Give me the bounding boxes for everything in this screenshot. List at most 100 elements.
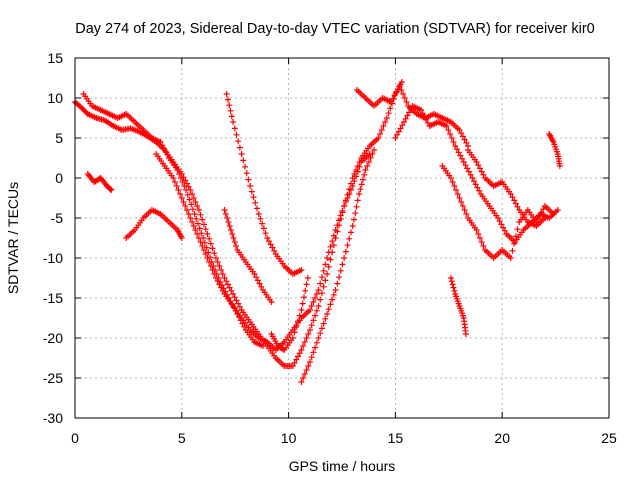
- data-point: [298, 379, 305, 385]
- data-point: [367, 155, 374, 161]
- data-point: [233, 243, 240, 249]
- y-tick-label: 10: [47, 90, 63, 106]
- data-point: [334, 280, 341, 287]
- data-point: [511, 240, 518, 247]
- data-point: [223, 278, 230, 285]
- data-point: [400, 91, 407, 97]
- data-point: [406, 109, 413, 116]
- data-point: [195, 235, 202, 241]
- series-trace-e: [223, 91, 305, 277]
- data-point: [455, 149, 462, 156]
- data-point: [299, 300, 306, 307]
- data-point: [324, 255, 331, 261]
- data-point: [325, 263, 332, 270]
- data-point: [289, 363, 296, 369]
- data-point: [175, 187, 182, 193]
- series-trace-o: [84, 171, 115, 193]
- data-point: [301, 339, 308, 345]
- data-point: [253, 205, 260, 212]
- data-point: [238, 151, 245, 157]
- data-point: [322, 315, 329, 322]
- data-point: [535, 215, 542, 222]
- data-point: [312, 344, 319, 351]
- data-point: [322, 261, 329, 268]
- data-point: [342, 199, 349, 205]
- data-point: [199, 216, 206, 223]
- data-point: [214, 278, 221, 285]
- data-point: [315, 303, 322, 309]
- data-point: [201, 221, 208, 228]
- data-point: [365, 159, 372, 165]
- data-point: [233, 131, 240, 138]
- data-point: [514, 203, 521, 210]
- data-point: [356, 163, 363, 170]
- series-trace-f: [221, 207, 275, 305]
- data-point: [211, 271, 218, 277]
- data-point: [453, 187, 460, 193]
- data-point: [315, 287, 322, 293]
- data-point: [236, 144, 243, 151]
- data-point: [289, 335, 296, 341]
- data-point: [293, 323, 300, 330]
- data-point: [212, 275, 219, 281]
- data-point: [467, 171, 474, 178]
- data-point: [451, 183, 458, 189]
- data-point: [349, 223, 356, 229]
- data-point: [464, 165, 471, 172]
- data-point: [351, 178, 358, 185]
- data-point: [509, 194, 516, 201]
- data-point: [265, 238, 272, 245]
- data-point: [243, 170, 250, 177]
- data-point: [443, 123, 450, 129]
- data-point: [170, 175, 177, 181]
- data-point: [391, 92, 398, 99]
- data-point: [207, 263, 214, 269]
- data-point: [174, 167, 181, 173]
- data-point: [157, 139, 164, 145]
- data-point: [336, 274, 343, 281]
- data-point: [206, 235, 213, 242]
- data-point: [302, 287, 309, 294]
- data-point: [260, 225, 267, 232]
- data-point: [353, 203, 360, 210]
- data-point: [473, 227, 480, 233]
- data-point: [204, 255, 211, 261]
- data-point: [235, 300, 242, 307]
- data-point: [388, 99, 395, 105]
- data-point: [214, 259, 221, 265]
- data-point: [317, 330, 324, 337]
- data-point: [362, 167, 369, 173]
- data-point: [305, 363, 312, 369]
- data-point: [383, 115, 390, 121]
- axis-ticks: 0 5 10 15 20 25 -30 -25 -20 -15 -10 -5 0 5 10 15: [43, 50, 617, 446]
- data-point: [354, 197, 361, 204]
- series-trace-i: [353, 83, 472, 149]
- data-point: [475, 231, 482, 237]
- data-point: [317, 280, 324, 287]
- data-point: [507, 255, 514, 261]
- data-point: [108, 187, 115, 193]
- data-point: [476, 235, 483, 241]
- data-point: [184, 191, 191, 198]
- data-point: [223, 91, 230, 97]
- data-point: [257, 215, 264, 222]
- x-axis-label: GPS time / hours: [289, 458, 396, 474]
- data-point: [478, 239, 485, 245]
- data-point: [262, 230, 269, 237]
- data-point: [291, 359, 298, 366]
- data-point: [160, 145, 167, 152]
- data-point: [475, 162, 482, 169]
- data-point: [190, 223, 197, 229]
- data-point: [395, 128, 402, 135]
- data-point: [230, 235, 237, 241]
- data-point: [349, 183, 356, 189]
- data-point: [329, 238, 336, 245]
- data-point: [183, 207, 190, 213]
- data-point: [207, 240, 214, 247]
- data-point: [179, 179, 186, 185]
- data-point: [350, 216, 357, 223]
- data-point: [300, 294, 307, 301]
- data-point: [332, 227, 339, 233]
- data-point: [450, 139, 457, 145]
- y-tick-label: 5: [55, 130, 63, 146]
